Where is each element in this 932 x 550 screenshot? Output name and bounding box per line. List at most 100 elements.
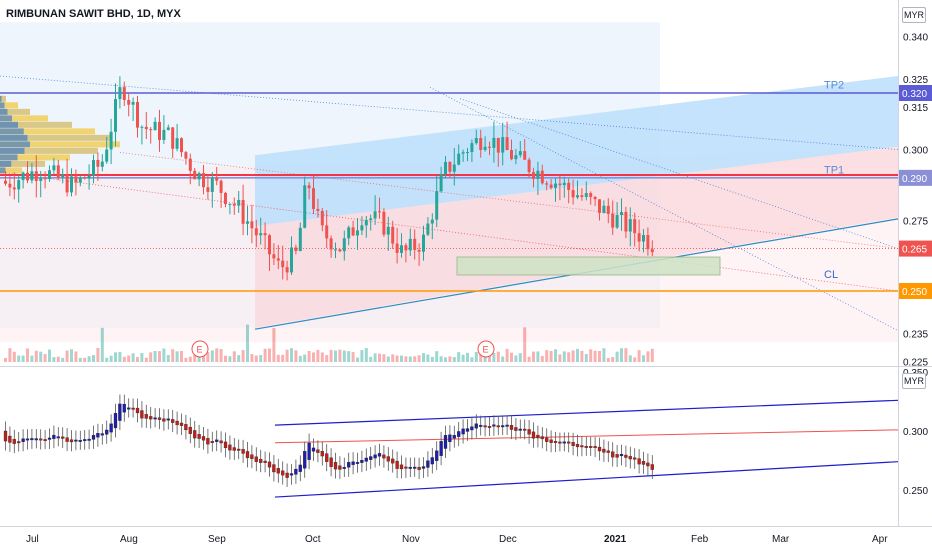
price-label-box [899, 169, 932, 186]
lower-candle-body [237, 448, 241, 451]
volume-profile-bar-buy [0, 167, 6, 174]
candle-body [523, 151, 527, 160]
earnings-marker [191, 340, 209, 358]
lower-candle [369, 447, 373, 470]
lower-candle-body [589, 446, 593, 448]
lower-candle [12, 429, 16, 454]
lower-candle [575, 434, 580, 457]
candle-body [202, 173, 205, 188]
candle [430, 213, 434, 362]
candle-body [268, 235, 271, 255]
lower-candle-body [267, 461, 272, 468]
lower-candle [122, 394, 126, 422]
lower-candle [184, 414, 188, 440]
price-label-box [899, 85, 932, 101]
lower-candle [593, 436, 597, 458]
lower-candle-body [43, 439, 47, 442]
candle-body [422, 234, 425, 252]
candle-body [554, 183, 557, 188]
candle [158, 109, 161, 362]
lower-candle-body [496, 425, 500, 428]
lower-candle-body [131, 407, 135, 410]
volume-bar [17, 355, 21, 362]
y-tick-label: 0.325 [903, 75, 928, 86]
candle-body [342, 238, 346, 252]
candle-body [514, 155, 518, 160]
lower-candle [567, 432, 571, 453]
x-tick-label: Feb [691, 534, 709, 545]
price-label-box [899, 283, 932, 299]
candle-body [254, 228, 258, 236]
candle [307, 182, 311, 362]
candle [232, 197, 236, 362]
currency-selector[interactable]: MYR [902, 7, 926, 23]
volume-profile-bar-buy [0, 128, 24, 135]
volume-bar [149, 352, 153, 362]
currency-selector-lower[interactable]: MYR [902, 373, 926, 389]
volume-bar [48, 349, 51, 362]
volume-bar [263, 348, 267, 362]
candle-body [505, 137, 509, 151]
candle [549, 179, 553, 362]
candle [364, 215, 368, 362]
candle [382, 208, 386, 362]
candle-body [329, 238, 333, 250]
lower-candle-body [25, 438, 30, 441]
candle [215, 166, 219, 362]
lower-candle-body [215, 439, 219, 442]
lower-candle [417, 457, 421, 480]
trend-line-dotted [429, 86, 899, 331]
candle [646, 227, 650, 362]
candle [210, 172, 214, 362]
volume-profile-bar [0, 121, 72, 128]
volume-bar [492, 352, 496, 362]
candle-body [237, 199, 241, 206]
lower-candle [619, 444, 624, 466]
volume-bar [633, 357, 637, 362]
candle-body [61, 174, 65, 178]
candle [457, 144, 461, 362]
lower-candle-body [426, 460, 430, 468]
lower-candle [443, 425, 448, 458]
candle-body [545, 183, 549, 185]
volume-bar [584, 354, 588, 362]
lower-candle-body [250, 454, 254, 459]
candle [250, 204, 254, 362]
volume-bar [549, 350, 553, 362]
volume-bar [26, 348, 29, 362]
lower-candle-body [307, 442, 311, 460]
candle [61, 168, 65, 362]
lower-candle-body [303, 451, 307, 469]
lower-candle [536, 425, 540, 448]
lower-candle-body [474, 423, 478, 429]
trend-line-dotted [0, 171, 899, 292]
candle-body [373, 211, 377, 219]
lower-candle [232, 438, 236, 460]
candle [26, 161, 29, 362]
candle [140, 125, 144, 362]
lower-candle [461, 419, 465, 444]
lower-candle-body [74, 439, 78, 442]
volume-bar [554, 349, 557, 362]
volume-bar [505, 348, 509, 362]
candle-body [74, 176, 78, 183]
trend-line-dotted [0, 75, 899, 150]
volume-bar [175, 351, 179, 362]
channel-lower [255, 146, 898, 328]
candle [228, 203, 232, 362]
candle-body [197, 173, 201, 180]
lower-candle [65, 428, 69, 452]
lower-candle [382, 445, 386, 468]
volume-profile-bar [0, 95, 6, 102]
lower-candle [479, 415, 483, 436]
lower-candle-body [597, 446, 602, 452]
candle-body [426, 223, 430, 235]
lower-candle-body [311, 447, 316, 452]
lower-candle [289, 464, 294, 485]
candle [386, 216, 390, 362]
lower-candle-body [127, 407, 131, 410]
volume-bar [637, 350, 641, 362]
volume-bar [254, 355, 258, 362]
volume-bar [391, 354, 395, 362]
candle [347, 225, 351, 362]
